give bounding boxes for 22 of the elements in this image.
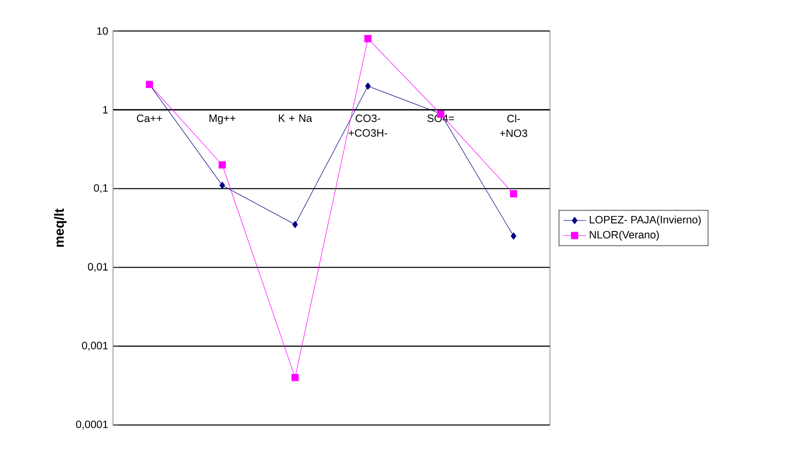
- x-tick-label: Mg++: [209, 114, 236, 124]
- legend-label: LOPEZ- PAJA(Invierno): [590, 216, 701, 226]
- point: [365, 82, 371, 90]
- legend-label: NLOR(Verano): [590, 230, 659, 241]
- y-tick-label: 1: [103, 106, 108, 114]
- x-tick-label: CO3- +CO3H-: [348, 114, 388, 137]
- point: [510, 232, 516, 240]
- point: [218, 161, 226, 168]
- point: [219, 182, 226, 189]
- y-tick-label: 0,0001: [76, 420, 108, 430]
- point: [291, 374, 299, 382]
- y-tick-label: 10: [97, 27, 108, 35]
- point: [364, 35, 372, 42]
- point: [510, 190, 518, 198]
- point: [292, 220, 298, 228]
- x-tick-label: K + Na: [278, 114, 312, 122]
- y-tick-label: 0,1: [94, 184, 108, 193]
- x-tick-label: Ca++: [136, 114, 162, 122]
- x-tick-label: Cl- +NO3: [500, 114, 528, 138]
- y-tick-label: 0,001: [82, 342, 108, 351]
- y-axis-title: meq/lt: [54, 208, 67, 247]
- y-tick-label: 0,01: [88, 262, 108, 272]
